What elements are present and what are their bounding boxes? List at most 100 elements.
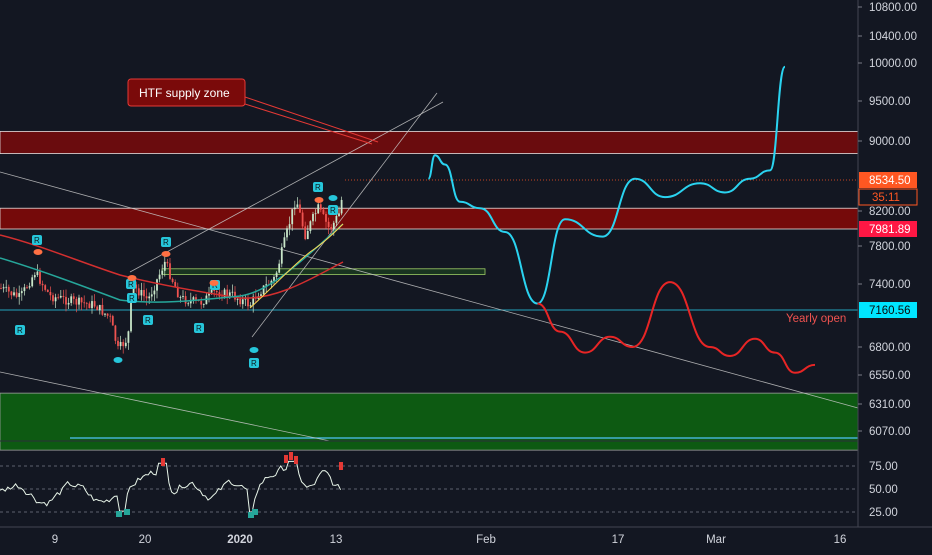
candle-body xyxy=(46,289,49,292)
oscillator-tick-label: 25.00 xyxy=(869,507,898,519)
candle-body xyxy=(208,292,210,296)
signal-badge xyxy=(194,323,204,333)
price-tick-label: 7400.00 xyxy=(869,279,911,291)
candle-body xyxy=(15,292,18,297)
candle-body xyxy=(67,302,70,305)
signal-badge xyxy=(143,315,153,325)
htf-callout[interactable]: HTF supply zone xyxy=(127,78,379,145)
candle-body xyxy=(150,294,153,297)
candle-body xyxy=(234,291,236,300)
candle-body xyxy=(0,288,2,289)
candle-body xyxy=(101,304,104,315)
candle-body xyxy=(273,276,275,281)
signal-badge xyxy=(127,293,137,303)
candle-body xyxy=(148,296,151,299)
candle-body xyxy=(158,274,161,280)
candle-body xyxy=(247,298,249,307)
rsi-overbought-mark xyxy=(284,455,288,463)
candle-body xyxy=(72,296,75,299)
candle-body xyxy=(330,227,333,230)
candle-body xyxy=(109,315,112,317)
candle-body xyxy=(88,303,91,309)
candle-body xyxy=(5,286,8,288)
candle-body xyxy=(278,263,281,273)
candle-body xyxy=(239,298,242,305)
signal-badge-text: R xyxy=(330,206,336,215)
candle-body xyxy=(137,288,140,296)
candle-body xyxy=(288,224,291,229)
candle-body xyxy=(33,275,36,278)
projection-layer xyxy=(427,65,816,374)
callout-text: HTF supply zone xyxy=(139,86,230,100)
candle-body xyxy=(49,291,52,296)
bullish-projection-line xyxy=(427,65,786,305)
rsi-oversold-mark xyxy=(252,509,258,515)
price-tick-label: 7800.00 xyxy=(869,241,911,253)
candle-body xyxy=(106,313,109,316)
candle-body xyxy=(296,204,299,208)
signal-badge xyxy=(161,237,171,247)
price-tick-label: 6800.00 xyxy=(869,342,911,354)
candle-body xyxy=(301,212,304,227)
candle-body xyxy=(75,298,78,305)
signal-badge-text: R xyxy=(128,280,134,289)
candle-body xyxy=(202,304,205,306)
rsi-oversold-mark xyxy=(248,512,254,518)
yearly-open-marker: 7160.56 xyxy=(859,302,917,318)
zone-rect xyxy=(0,207,859,230)
trend-line xyxy=(129,101,444,273)
candle-body xyxy=(111,316,114,326)
level-price-marker: 7981.89 xyxy=(859,221,917,237)
candle-body xyxy=(59,295,62,298)
candle-body xyxy=(18,293,21,297)
price-tick-label: 10400.00 xyxy=(869,31,917,43)
candle-body xyxy=(189,299,192,304)
candle-body xyxy=(306,231,309,240)
candle-body xyxy=(309,221,312,232)
signal-badge xyxy=(126,279,136,289)
candle-body xyxy=(13,292,15,296)
rsi-overbought-mark xyxy=(289,452,293,460)
candle-body xyxy=(166,261,169,264)
candle-body xyxy=(153,290,156,295)
signal-dot xyxy=(209,280,219,286)
candle-body xyxy=(169,263,171,279)
candle-body xyxy=(52,295,54,302)
candle-body xyxy=(62,295,65,297)
candle-body xyxy=(28,286,31,288)
candle-body xyxy=(140,290,143,296)
candle-body xyxy=(171,278,174,283)
time-axis[interactable]: 9 20 2020 13 Feb 17 Mar 16 xyxy=(0,526,932,546)
signal-dot xyxy=(33,249,43,255)
time-tick-label: 16 xyxy=(834,534,847,546)
candle-body xyxy=(236,298,239,300)
trend-line xyxy=(0,171,859,409)
candle-body xyxy=(127,331,130,343)
candle-body xyxy=(44,285,47,290)
countdown-marker: 35:11 xyxy=(858,188,918,206)
signal-badge xyxy=(15,325,25,335)
signal-dot xyxy=(113,357,123,363)
level-price-label: 7981.89 xyxy=(869,224,911,236)
price-axis[interactable]: 10800.00 10400.00 10000.00 9500.00 9000.00 82… xyxy=(857,0,918,527)
price-tick-label: 8200.00 xyxy=(869,206,911,218)
candle-body xyxy=(135,284,138,289)
signal-badge-text: R xyxy=(196,324,202,333)
candle-body xyxy=(39,271,41,284)
candle-body xyxy=(299,204,301,213)
signal-badge-text: R xyxy=(17,326,23,335)
countdown-label: 35:11 xyxy=(872,192,900,204)
candle-body xyxy=(322,209,325,215)
oscillator-tick-label: 75.00 xyxy=(869,461,898,473)
price-tick-label: 6070.00 xyxy=(869,426,911,438)
candle-body xyxy=(241,299,244,305)
candle-body xyxy=(184,296,187,304)
candle-body xyxy=(286,228,288,238)
callout-pointer xyxy=(244,103,373,145)
candle-body xyxy=(143,290,145,297)
candle-body xyxy=(195,297,197,300)
price-tick-label: 6550.00 xyxy=(869,370,911,382)
candle-body xyxy=(7,286,10,292)
time-tick-label: 13 xyxy=(330,534,343,546)
